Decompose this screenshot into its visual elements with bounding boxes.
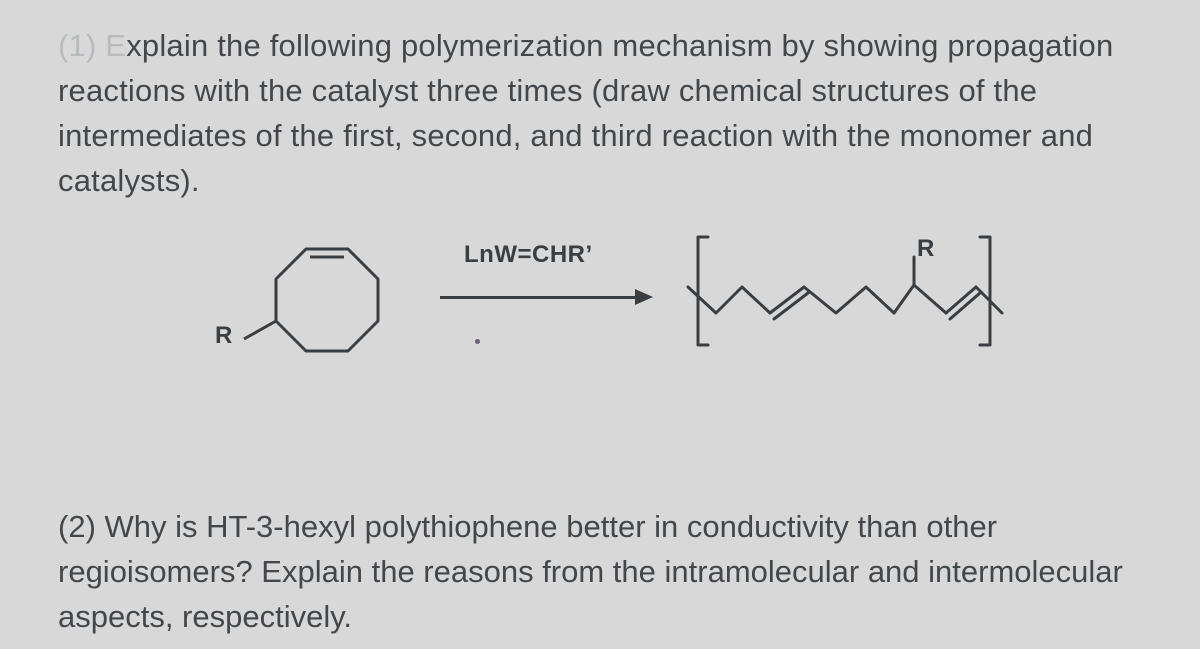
question-1: (1) Explain the following polymerization… [58, 24, 1166, 204]
question-2: (2) Why is HT-3-hexyl polythiophene bett… [58, 505, 1168, 640]
product-structure [680, 227, 1010, 367]
page: (1) Explain the following polymerization… [0, 0, 1200, 649]
arrow-head-icon [635, 289, 653, 305]
stray-dot [475, 339, 480, 344]
arrow-line [440, 296, 640, 299]
question-2-text: (2) Why is HT-3-hexyl polythiophene bett… [58, 509, 1123, 634]
question-1-text: xplain the following polymerization mech… [58, 28, 1113, 198]
reaction-scheme: R LnW=CHR’ R [210, 235, 1010, 405]
question-1-prefix-faded: (1) E [58, 28, 126, 63]
catalyst-label: LnW=CHR’ [464, 241, 593, 269]
reaction-arrow [440, 287, 660, 307]
monomer-structure [228, 235, 408, 375]
